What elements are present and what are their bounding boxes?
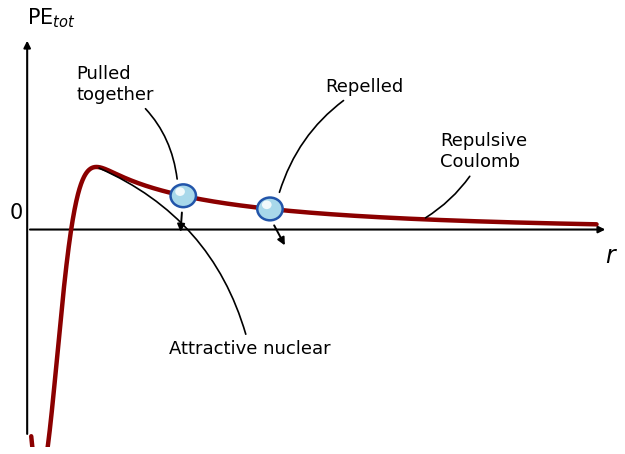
Circle shape	[262, 201, 272, 209]
Circle shape	[175, 188, 185, 196]
Text: Repelled: Repelled	[279, 78, 403, 192]
Text: Pulled
together: Pulled together	[76, 65, 177, 179]
Text: Repulsive
Coulomb: Repulsive Coulomb	[426, 133, 528, 218]
Circle shape	[171, 184, 196, 207]
Text: PE$_{tot}$: PE$_{tot}$	[27, 6, 76, 30]
Text: Attractive nuclear: Attractive nuclear	[99, 168, 331, 358]
Text: $r$: $r$	[604, 244, 618, 268]
Circle shape	[258, 197, 282, 220]
Text: 0: 0	[10, 203, 23, 223]
